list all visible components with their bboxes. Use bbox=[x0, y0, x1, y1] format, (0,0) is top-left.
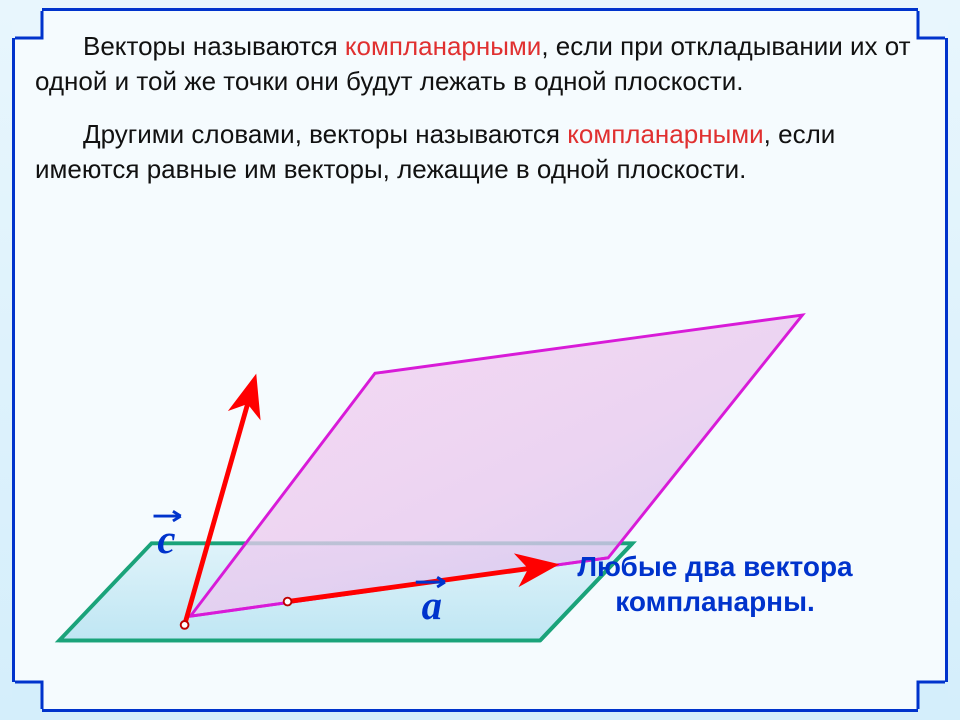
para1-keyword: компланарными bbox=[345, 31, 541, 61]
svg-text:a: a bbox=[422, 583, 442, 628]
para2-text-pre: Другими словами, векторы называются bbox=[83, 119, 567, 149]
origin-dot-a bbox=[284, 598, 292, 606]
para2-keyword: компланарными bbox=[567, 119, 763, 149]
planes-diagram: a c bbox=[35, 281, 925, 689]
slide-page: Векторы называются компланарными, если п… bbox=[0, 0, 960, 720]
caption-text: Любые два вектора компланарны. bbox=[535, 549, 895, 619]
svg-text:c: c bbox=[157, 517, 175, 562]
caption-line-2: компланарны. bbox=[615, 586, 815, 617]
definition-paragraph-1: Векторы называются компланарными, если п… bbox=[35, 29, 925, 99]
para1-text-pre: Векторы называются bbox=[83, 31, 345, 61]
caption-line-1: Любые два вектора bbox=[577, 551, 852, 582]
origin-dot-c bbox=[181, 621, 189, 629]
diagram-area: a c bbox=[35, 281, 925, 689]
definition-paragraph-2: Другими словами, векторы называются комп… bbox=[35, 117, 925, 187]
content-frame: Векторы называются компланарными, если п… bbox=[12, 8, 948, 712]
